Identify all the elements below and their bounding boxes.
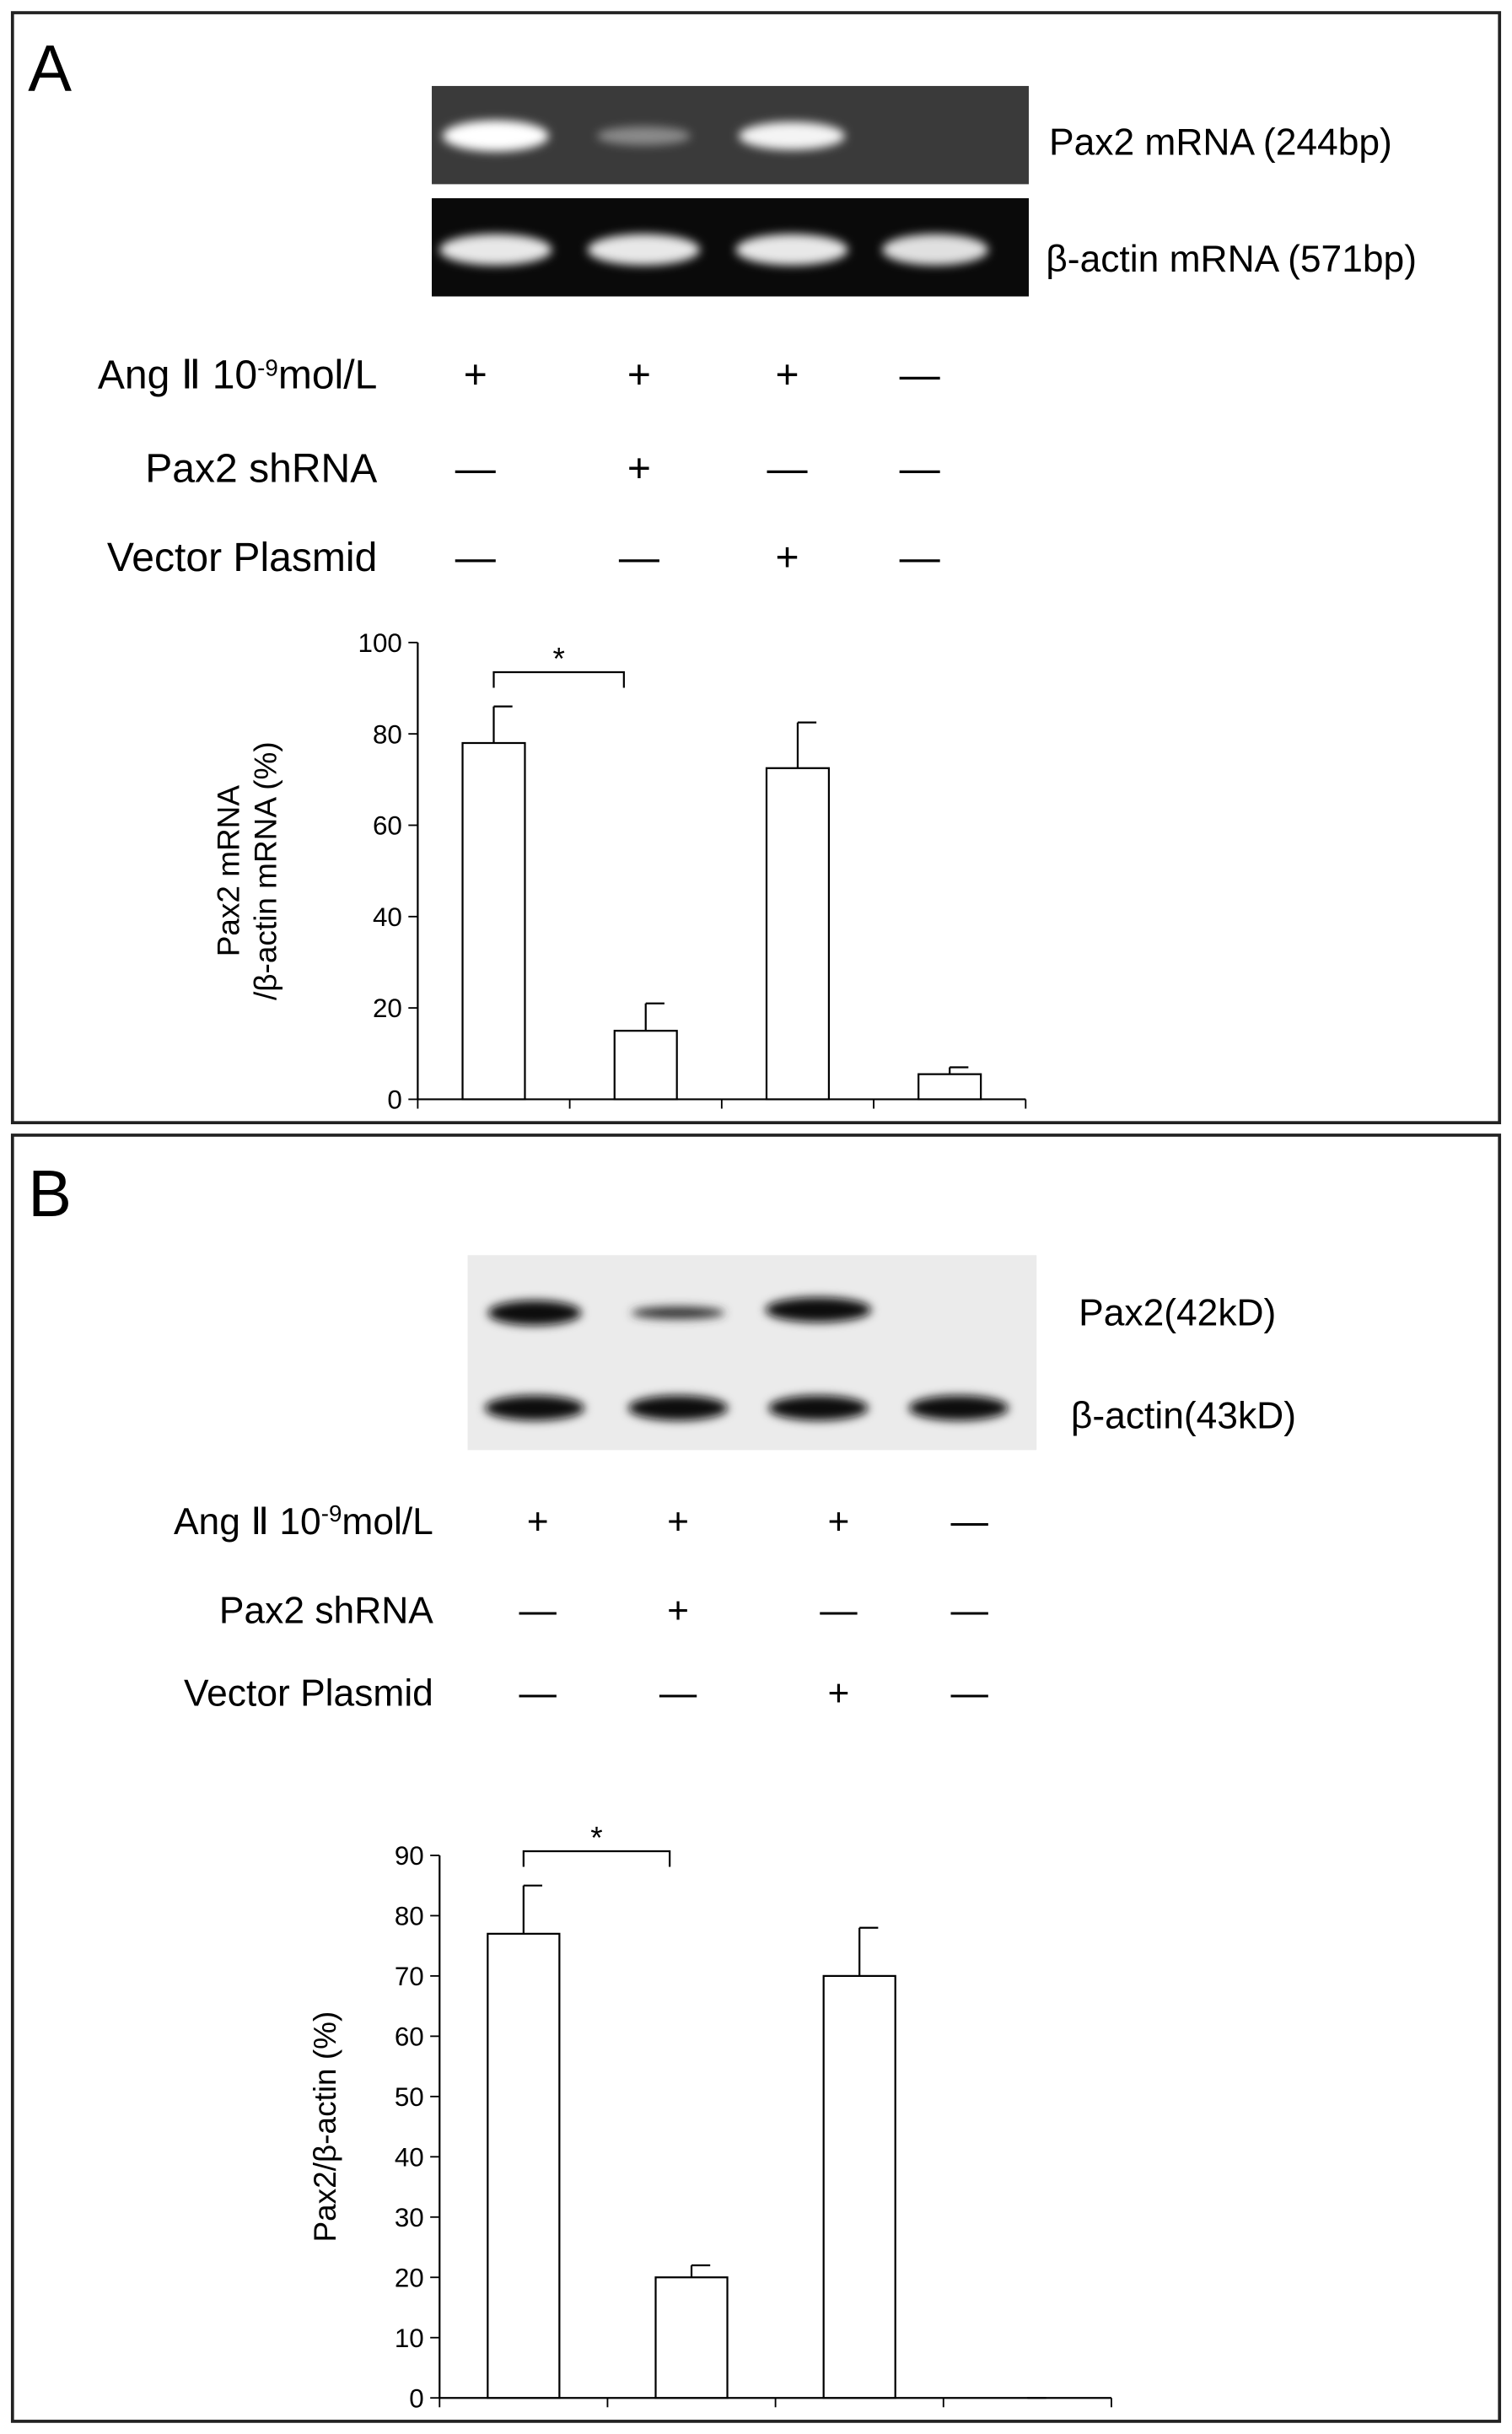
blot-label: β-actin(43kD): [1071, 1395, 1296, 1436]
condition-sign: —: [900, 536, 941, 580]
condition-prefix: Ang Ⅱ 10: [98, 353, 257, 398]
condition-sign: —: [767, 446, 808, 491]
blot-label: β-actin mRNA (571bp): [1046, 239, 1417, 280]
condition-sign: +: [464, 353, 487, 398]
y-tick-label: 70: [395, 1962, 424, 1991]
condition-sign: —: [519, 1591, 557, 1632]
condition-name: Vector Plasmid: [184, 1672, 433, 1714]
bar: [461, 741, 526, 1101]
condition-name: Pax2 shRNA: [219, 1591, 433, 1632]
y-tick-label: 50: [395, 2082, 424, 2112]
condition-sign: —: [519, 1672, 557, 1714]
condition-prefix: Pax2 shRNA: [145, 446, 377, 491]
condition-name: Ang Ⅱ 10-9mol/L: [174, 1500, 433, 1543]
condition-superscript: -9: [321, 1500, 342, 1527]
y-tick-label: 40: [395, 2142, 424, 2172]
condition-sign: —: [455, 446, 497, 491]
condition-prefix: Pax2 shRNA: [219, 1591, 433, 1632]
y-axis-label: /β-actin mRNA (%): [249, 741, 283, 1000]
bar: [765, 767, 831, 1101]
error-bar: [796, 721, 817, 768]
condition-superscript: -9: [257, 354, 278, 380]
condition-sign: +: [775, 536, 799, 580]
bar: [822, 1974, 896, 2399]
panel-frame: [10, 1134, 1502, 2423]
condition-sign: +: [775, 353, 799, 398]
condition-sign: —: [951, 1591, 989, 1632]
condition-sign: +: [527, 1501, 549, 1543]
panel-frame: [10, 11, 1502, 1125]
condition-prefix: Ang Ⅱ 10: [174, 1501, 321, 1543]
condition-sign: —: [820, 1591, 858, 1632]
bar: [917, 1073, 982, 1101]
condition-sign: +: [627, 353, 651, 398]
condition-sign: —: [619, 536, 660, 580]
condition-name: Vector Plasmid: [107, 536, 377, 580]
panel-label: B: [28, 1158, 72, 1230]
condition-sign: —: [900, 353, 941, 398]
bar: [487, 1932, 561, 2399]
y-tick-label: 20: [395, 2263, 424, 2292]
error-bar: [522, 1884, 543, 1934]
condition-suffix: mol/L: [342, 1501, 433, 1543]
condition-name: Pax2 shRNA: [145, 446, 377, 491]
condition-sign: +: [828, 1501, 850, 1543]
y-tick-label: 80: [373, 719, 402, 749]
significance-label: *: [552, 641, 564, 676]
y-axis-label: Pax2 mRNA: [211, 785, 245, 957]
y-tick-label: 20: [373, 994, 402, 1023]
error-bar: [949, 1066, 969, 1074]
y-tick-label: 90: [395, 1841, 424, 1871]
y-tick-label: 60: [395, 2022, 424, 2051]
condition-sign: +: [667, 1591, 689, 1632]
condition-prefix: Vector Plasmid: [107, 536, 377, 580]
condition-name: Ang Ⅱ 10-9mol/L: [98, 353, 377, 398]
y-tick-label: 60: [373, 811, 402, 841]
condition-prefix: Vector Plasmid: [184, 1672, 433, 1714]
y-tick-label: 100: [358, 628, 401, 658]
condition-sign: —: [455, 536, 497, 580]
condition-sign: —: [900, 446, 941, 491]
error-bar: [690, 2264, 711, 2278]
gel-image: [432, 85, 1029, 297]
y-axis-label: Pax2/β-actin (%): [308, 2011, 342, 2243]
significance-bracket: [492, 670, 625, 688]
condition-sign: —: [951, 1501, 989, 1543]
y-tick-label: 0: [387, 1085, 401, 1115]
condition-suffix: mol/L: [278, 353, 378, 398]
condition-sign: —: [951, 1672, 989, 1714]
condition-sign: +: [828, 1672, 850, 1714]
blot-label: Pax2(42kD): [1079, 1292, 1276, 1333]
y-tick-label: 0: [409, 2383, 423, 2413]
y-tick-label: 10: [395, 2324, 424, 2353]
panel-label: A: [28, 32, 72, 105]
y-tick-label: 40: [373, 902, 402, 932]
y-tick-label: 30: [395, 2203, 424, 2232]
blot-image: [467, 1255, 1037, 1451]
blot-label: Pax2 mRNA (244bp): [1049, 121, 1392, 163]
condition-sign: +: [627, 446, 651, 491]
significance-label: *: [590, 1820, 602, 1855]
error-bar: [644, 1002, 665, 1031]
condition-sign: —: [659, 1672, 697, 1714]
significance-bracket: [522, 1850, 671, 1867]
error-bar: [858, 1926, 879, 1976]
bar: [613, 1030, 678, 1101]
error-bar: [492, 705, 513, 743]
condition-sign: +: [667, 1501, 689, 1543]
bar: [654, 2276, 729, 2399]
y-tick-label: 80: [395, 1902, 424, 1931]
